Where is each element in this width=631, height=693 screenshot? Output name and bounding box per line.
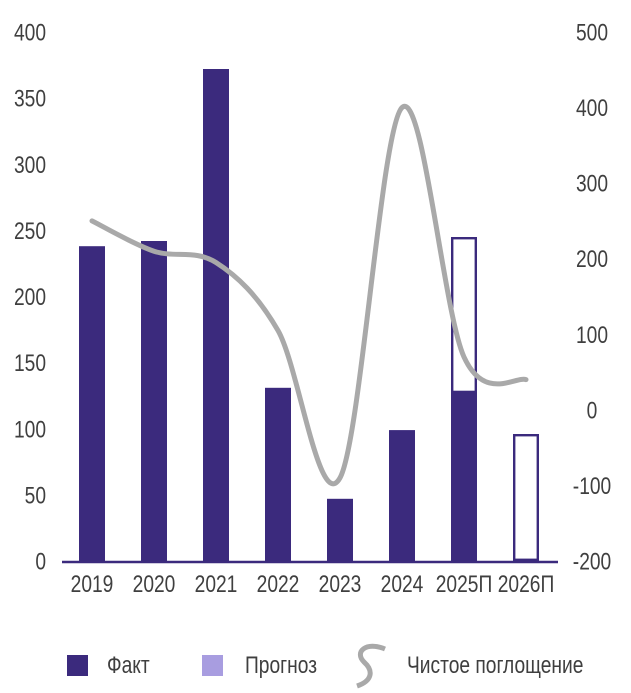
legend-forecast-label: Прогноз	[245, 652, 318, 679]
legend-fact-swatch	[67, 655, 88, 676]
left-axis-label-0: 0	[35, 547, 46, 575]
right-axis-label-0: 0	[587, 396, 598, 424]
right-axis-label-100: 100	[576, 321, 608, 349]
x-label-2024: 2024	[381, 570, 424, 598]
bar-2020-fact	[141, 241, 167, 561]
net-absorption-line	[89, 103, 529, 487]
left-axis-label-250: 250	[14, 217, 46, 245]
legend-forecast-swatch	[202, 655, 223, 676]
bar-2025П-fact	[451, 393, 477, 561]
bar-2026П-forecast	[513, 434, 540, 562]
x-label-2026П: 2026П	[498, 570, 554, 598]
right-axis-label-300: 300	[576, 170, 608, 198]
line-series-icon	[356, 643, 386, 689]
left-axis-label-300: 300	[14, 151, 46, 179]
bar-2024-fact	[389, 430, 415, 561]
right-axis-label-500: 500	[576, 18, 608, 46]
left-axis-label-100: 100	[14, 415, 46, 443]
chart-legend: Факт Прогноз Чистое поглощение	[0, 640, 631, 693]
x-label-2022: 2022	[257, 570, 300, 598]
left-axis-label-400: 400	[14, 18, 46, 46]
left-axis-label-200: 200	[14, 283, 46, 311]
left-axis-label-350: 350	[14, 85, 46, 113]
bar-2023-fact	[327, 498, 353, 561]
bar-2022-fact	[265, 387, 291, 561]
legend-fact-label: Факт	[107, 652, 150, 679]
right-axis-label-400: 400	[576, 94, 608, 122]
x-label-2021: 2021	[195, 570, 238, 598]
x-label-2025П: 2025П	[436, 570, 492, 598]
x-label-2019: 2019	[71, 570, 114, 598]
bar-2021-fact	[203, 69, 229, 561]
x-label-2020: 2020	[133, 570, 176, 598]
legend-line-label: Чистое поглощение	[407, 652, 584, 679]
left-axis-label-150: 150	[14, 349, 46, 377]
right-axis-label--100: -100	[573, 472, 611, 500]
plot-area: 4003503002502001501005005004003002001000…	[14, 18, 611, 598]
bar-2019-fact	[79, 246, 105, 561]
x-label-2023: 2023	[319, 570, 362, 598]
left-axis-label-50: 50	[25, 481, 46, 509]
right-axis-label--200: -200	[573, 547, 611, 575]
right-axis-label-200: 200	[576, 245, 608, 273]
